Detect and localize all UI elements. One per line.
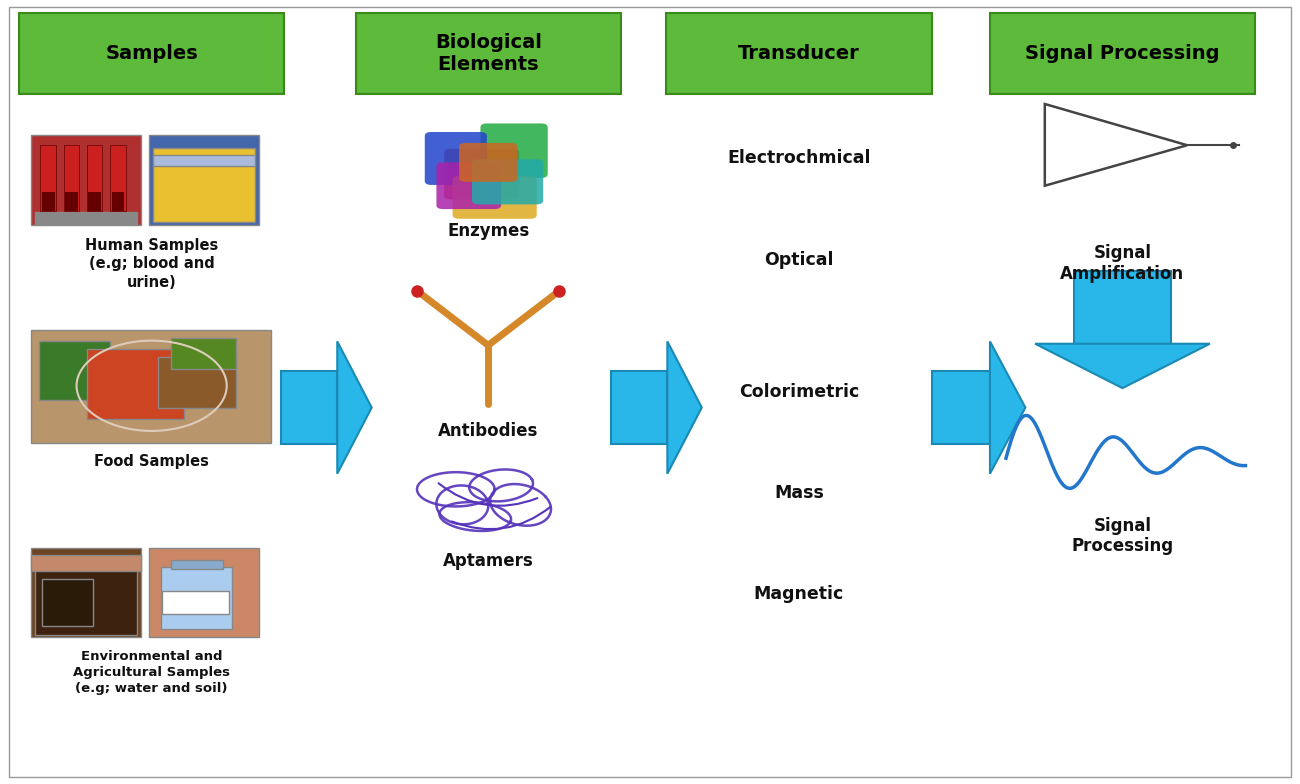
Text: Signal
Amplification: Signal Amplification: [1061, 244, 1184, 283]
FancyBboxPatch shape: [355, 13, 621, 94]
Text: Human Samples
(e.g; blood and
urine): Human Samples (e.g; blood and urine): [84, 238, 218, 290]
Polygon shape: [1035, 343, 1210, 388]
Bar: [65, 192, 78, 212]
FancyBboxPatch shape: [666, 13, 932, 94]
Bar: [64, 145, 79, 212]
Bar: [31, 548, 142, 637]
Text: Enzymes: Enzymes: [447, 223, 529, 241]
Text: Electrochmical: Electrochmical: [727, 150, 871, 168]
Bar: [31, 556, 142, 571]
Text: Signal Processing: Signal Processing: [1026, 44, 1219, 63]
Bar: [42, 579, 94, 626]
FancyBboxPatch shape: [481, 123, 547, 178]
Bar: [42, 192, 55, 212]
Bar: [611, 371, 667, 444]
Bar: [172, 337, 235, 368]
FancyBboxPatch shape: [459, 143, 517, 182]
FancyBboxPatch shape: [425, 132, 488, 185]
Bar: [35, 561, 138, 635]
Bar: [153, 148, 255, 223]
Bar: [39, 341, 111, 400]
FancyBboxPatch shape: [445, 149, 519, 199]
FancyBboxPatch shape: [20, 13, 285, 94]
FancyBboxPatch shape: [452, 176, 537, 219]
Text: Transducer: Transducer: [738, 44, 859, 63]
Bar: [150, 548, 259, 637]
Text: Biological
Elements: Biological Elements: [434, 33, 542, 74]
Bar: [31, 135, 142, 225]
Bar: [31, 330, 270, 443]
Polygon shape: [337, 341, 372, 474]
Bar: [112, 192, 125, 212]
Text: Environmental and
Agricultural Samples
(e.g; water and soil): Environmental and Agricultural Samples (…: [73, 651, 230, 695]
Bar: [87, 145, 103, 212]
Text: Aptamers: Aptamers: [443, 552, 533, 570]
Polygon shape: [1045, 104, 1187, 186]
Polygon shape: [667, 341, 702, 474]
Bar: [932, 371, 991, 444]
Bar: [111, 145, 126, 212]
Text: Colorimetric: Colorimetric: [738, 383, 859, 401]
Text: Mass: Mass: [774, 485, 824, 503]
Text: Signal
Processing: Signal Processing: [1071, 517, 1174, 555]
Bar: [161, 567, 231, 630]
Polygon shape: [991, 341, 1026, 474]
FancyBboxPatch shape: [472, 159, 543, 205]
FancyBboxPatch shape: [989, 13, 1256, 94]
Text: Food Samples: Food Samples: [94, 454, 209, 470]
Bar: [153, 154, 255, 166]
Bar: [172, 560, 222, 569]
Bar: [35, 212, 138, 224]
Bar: [87, 349, 185, 419]
Text: Magnetic: Magnetic: [754, 586, 844, 604]
Bar: [40, 145, 56, 212]
Bar: [281, 371, 337, 444]
FancyBboxPatch shape: [437, 162, 500, 209]
Bar: [1074, 271, 1170, 343]
Text: Optical: Optical: [764, 251, 833, 269]
Bar: [159, 357, 235, 408]
Bar: [88, 192, 101, 212]
Bar: [150, 135, 259, 225]
Bar: [162, 590, 229, 614]
Text: Antibodies: Antibodies: [438, 422, 538, 440]
Text: Samples: Samples: [105, 44, 198, 63]
